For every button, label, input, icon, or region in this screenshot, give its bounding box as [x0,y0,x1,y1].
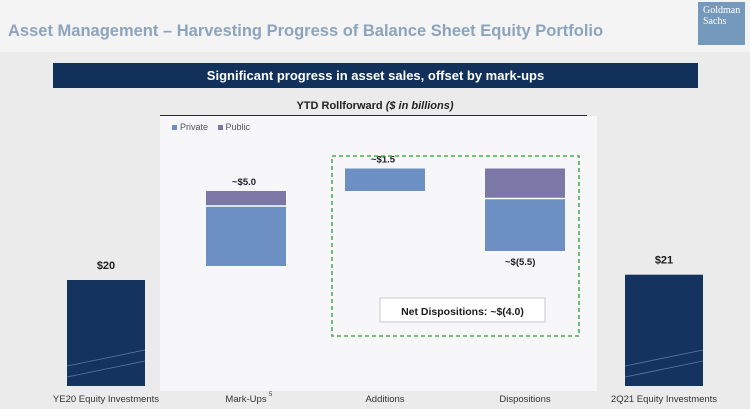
legend-item-public: Public [217,122,251,132]
mark-ups-bar-public [206,191,286,206]
mark-ups-value-label: ~$5.0 [232,177,256,188]
mark-ups-bar-private [206,206,286,266]
x-axis-label-2q21-equity-investments: 2Q21 Equity Investments [611,394,717,405]
chart-legend: Private Public [172,122,257,132]
dispositions-bar-public [485,168,565,199]
goldman-sachs-logo: Goldman Sachs [698,2,745,45]
dispositions-value-label: ~$(5.5) [505,257,535,268]
chart-title-units: ($ in billions) [385,100,454,112]
ye20-equity-investments-value-label: $20 [97,260,115,272]
legend-swatch-public [217,125,223,131]
dispositions-bar-private [485,198,565,251]
legend-swatch-private [172,125,177,131]
additions-bar-private [345,168,425,191]
net-dispositions-callout-box [379,297,546,323]
2q21-equity-investments-bar-line [624,349,704,367]
page-title: Asset Management – Harvesting Progress o… [8,22,604,40]
headline-banner: Significant progress in asset sales, off… [53,63,698,88]
logo-line-1: Goldman [703,5,741,16]
ye20-equity-investments-bar-line [66,360,146,378]
legend-label-private: Private [180,122,209,132]
chart-title-main: YTD Rollforward [296,100,383,112]
x-axis-label-additions: Additions [365,394,404,405]
legend-item-private: Private [172,122,208,132]
chart-title-rule [160,115,587,116]
ye20-equity-investments-bar-line [66,349,146,367]
footnote-mark-mark-ups: 5 [269,392,273,398]
header-band [0,0,750,52]
2q21-equity-investments-bar-line [624,360,704,378]
logo-line-2: Sachs [703,16,727,27]
x-axis-label-dispositions: Dispositions [499,394,550,405]
x-axis-label-ye20-equity-investments: YE20 Equity Investments [53,394,159,405]
2q21-equity-investments-bar [625,274,703,386]
additions-value-label: ~$1.5 [371,155,396,166]
net-dispositions-region [331,155,580,337]
2q21-equity-investments-value-label: $21 [655,255,673,267]
legend-label-public: Public [225,122,251,132]
ye20-equity-investments-bar [67,280,145,386]
x-axis-label-mark-ups: Mark-Ups [225,394,266,405]
chart-title: YTD Rollforward ($ in billions) [0,100,750,112]
net-dispositions-callout-text: Net Dispositions: ~$(4.0) [401,306,524,318]
